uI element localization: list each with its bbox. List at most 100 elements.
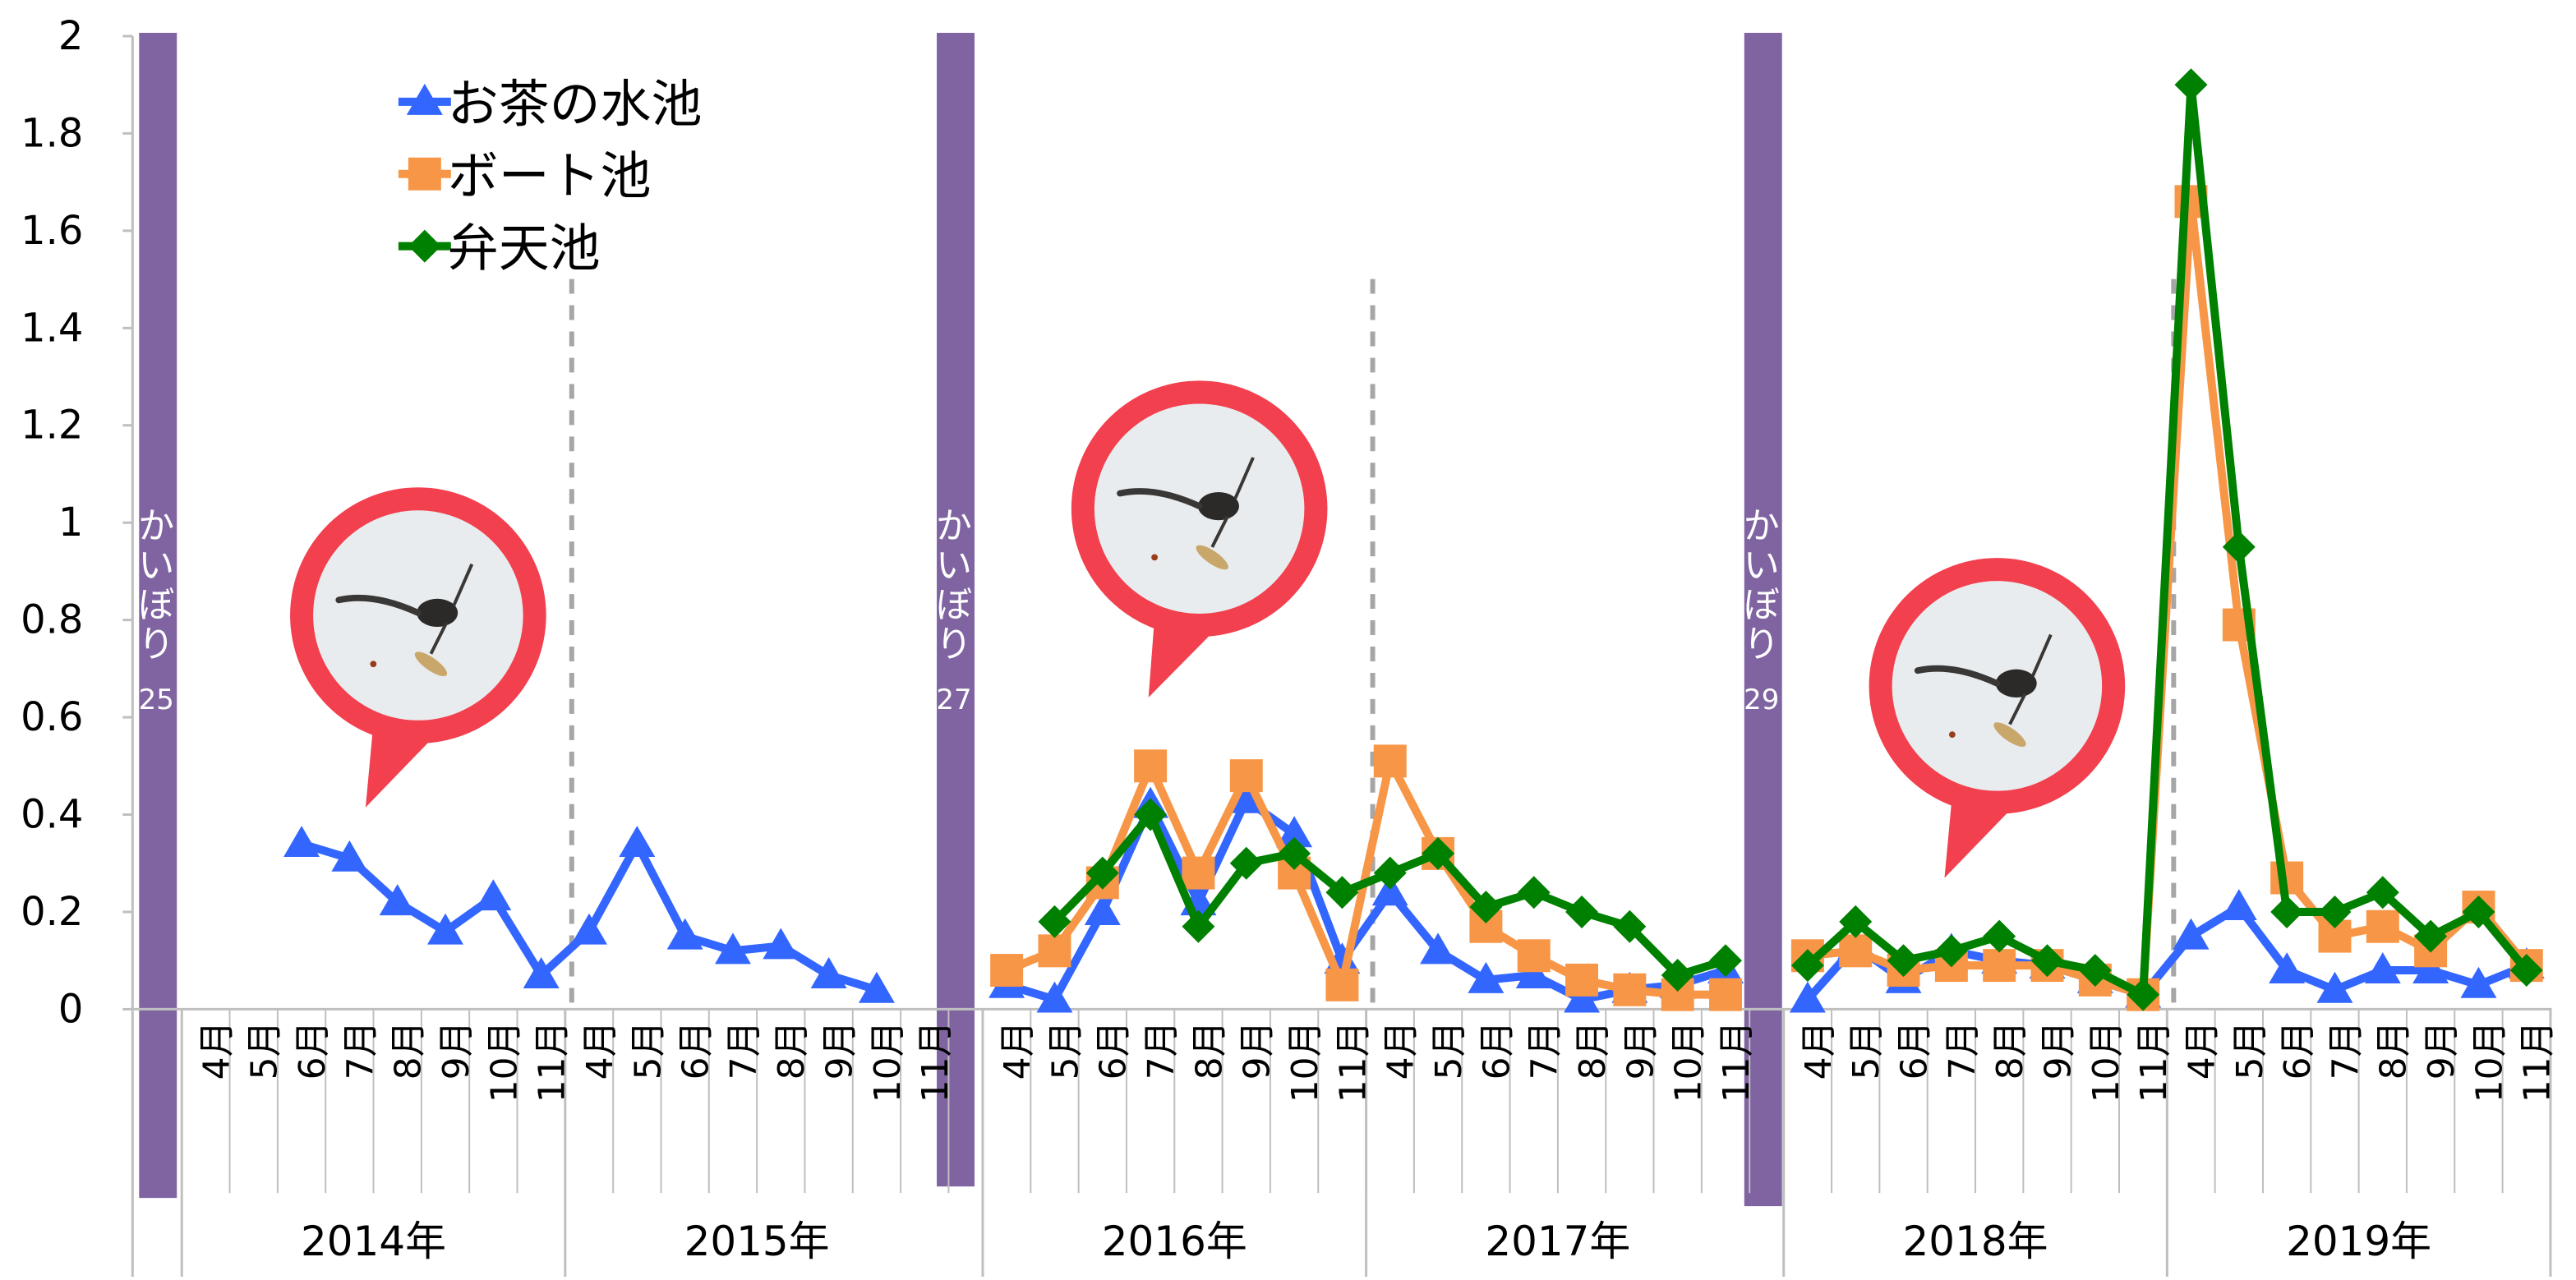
kaibori-number: 29 bbox=[1744, 684, 1779, 716]
month-label: 6月 bbox=[1476, 1020, 1518, 1080]
kaibori-label-char: ぼ bbox=[138, 584, 174, 626]
data-point-triangle bbox=[858, 971, 895, 1003]
month-label: 5月 bbox=[1428, 1020, 1470, 1080]
data-point-triangle bbox=[2460, 966, 2497, 998]
data-point-square bbox=[1373, 744, 1407, 778]
month-label: 4月 bbox=[997, 1020, 1039, 1080]
month-label: 10月 bbox=[483, 1020, 525, 1103]
creature-whisker bbox=[452, 563, 474, 606]
data-point-diamond bbox=[1613, 909, 1647, 943]
month-label: 11月 bbox=[2517, 1020, 2559, 1103]
callout-tail bbox=[365, 724, 438, 808]
data-point-triangle bbox=[714, 932, 751, 965]
legend-marker bbox=[406, 83, 443, 115]
series-line bbox=[1804, 81, 2530, 999]
data-point-diamond bbox=[1934, 934, 1968, 968]
food-item bbox=[1993, 722, 2026, 747]
month-label: 11月 bbox=[1716, 1020, 1758, 1103]
kaibori-label-char: い bbox=[936, 545, 972, 587]
creature-whisker bbox=[429, 622, 448, 655]
data-point-diamond bbox=[2318, 896, 2352, 928]
data-point-square bbox=[2366, 909, 2399, 943]
data-point-diamond bbox=[1709, 944, 1742, 978]
data-point-triangle bbox=[2269, 952, 2306, 984]
callout-tail bbox=[1944, 794, 2016, 878]
year-label: 2015年 bbox=[684, 1218, 830, 1265]
creature-body bbox=[1995, 669, 2037, 698]
month-label: 9月 bbox=[819, 1020, 861, 1080]
month-label: 10月 bbox=[1284, 1020, 1326, 1103]
legend-label: 弁天池 bbox=[448, 219, 601, 279]
data-point-triangle bbox=[1789, 981, 1826, 1013]
month-label: 10月 bbox=[1668, 1020, 1710, 1103]
data-point-square bbox=[1565, 963, 1599, 997]
data-point-square bbox=[1038, 934, 1071, 968]
month-label: 11月 bbox=[2133, 1020, 2175, 1103]
kaibori-label-char: い bbox=[1744, 545, 1780, 587]
kaibori-band bbox=[937, 32, 975, 1187]
month-label: 11月 bbox=[1332, 1020, 1374, 1103]
month-label: 8月 bbox=[1572, 1020, 1614, 1080]
creature-whisker bbox=[2031, 633, 2053, 677]
month-label: 11月 bbox=[915, 1020, 956, 1103]
year-label: 2016年 bbox=[1102, 1218, 1247, 1265]
kaibori-label-char: か bbox=[936, 505, 972, 547]
data-point-triangle bbox=[283, 826, 320, 858]
year-label: 2019年 bbox=[2286, 1218, 2431, 1265]
year-label: 2017年 bbox=[1485, 1218, 1630, 1265]
data-point-square bbox=[1613, 973, 1647, 1006]
y-tick-label: 0 bbox=[58, 987, 83, 1032]
month-label: 7月 bbox=[1141, 1020, 1182, 1080]
month-label: 6月 bbox=[1894, 1020, 1936, 1080]
month-label: 9月 bbox=[1620, 1020, 1661, 1080]
data-point-triangle bbox=[1564, 981, 1601, 1013]
data-point-triangle bbox=[1515, 956, 1552, 988]
y-tick-label: 0.2 bbox=[21, 890, 83, 935]
creature-whisker bbox=[1210, 515, 1229, 548]
data-point-diamond bbox=[1373, 856, 1407, 890]
year-label: 2018年 bbox=[1903, 1218, 2048, 1265]
y-tick-label: 1.4 bbox=[21, 306, 83, 351]
food-item bbox=[1196, 545, 1228, 570]
month-label: 10月 bbox=[2085, 1020, 2127, 1103]
month-label: 4月 bbox=[1798, 1020, 1840, 1080]
photo-callout bbox=[1869, 558, 2126, 878]
y-tick-label: 1.8 bbox=[21, 111, 83, 156]
data-point-diamond bbox=[1661, 958, 1694, 992]
year-label: 2014年 bbox=[301, 1218, 446, 1265]
photo-callout bbox=[290, 487, 546, 808]
creature-body bbox=[1198, 491, 1239, 521]
creature-tail bbox=[1914, 665, 2001, 687]
y-tick-label: 2 bbox=[58, 14, 83, 59]
data-point-square bbox=[1983, 949, 2016, 983]
kaibori-label-char: り bbox=[138, 624, 174, 665]
kaibori-band bbox=[139, 32, 177, 1199]
data-point-triangle bbox=[571, 913, 607, 945]
month-label: 5月 bbox=[1846, 1020, 1887, 1080]
data-point-triangle bbox=[1276, 816, 1313, 848]
data-point-diamond bbox=[1983, 919, 2016, 953]
kaibori-number: 27 bbox=[936, 684, 971, 716]
y-tick-label: 1.2 bbox=[21, 403, 83, 449]
month-label: 9月 bbox=[2421, 1020, 2463, 1080]
data-point-triangle bbox=[379, 884, 416, 916]
data-point-triangle bbox=[1228, 781, 1265, 813]
month-label: 7月 bbox=[1942, 1020, 1984, 1080]
month-label: 7月 bbox=[339, 1020, 381, 1080]
kaibori-label-char: い bbox=[138, 545, 174, 587]
month-label: 7月 bbox=[723, 1020, 765, 1080]
data-point-triangle bbox=[475, 879, 512, 911]
data-point-diamond bbox=[2270, 896, 2304, 928]
month-label: 10月 bbox=[2468, 1020, 2510, 1103]
month-label: 9月 bbox=[435, 1020, 477, 1080]
kaibori-label-char: り bbox=[1744, 624, 1780, 665]
month-label: 4月 bbox=[196, 1020, 237, 1080]
y-tick-label: 1.6 bbox=[21, 209, 83, 254]
data-point-triangle bbox=[810, 956, 847, 988]
data-point-triangle bbox=[331, 840, 368, 872]
kaibori-number: 25 bbox=[139, 684, 174, 716]
legend-label: お茶の水池 bbox=[448, 75, 703, 134]
data-point-diamond bbox=[2174, 68, 2208, 102]
legend-marker bbox=[408, 229, 441, 263]
